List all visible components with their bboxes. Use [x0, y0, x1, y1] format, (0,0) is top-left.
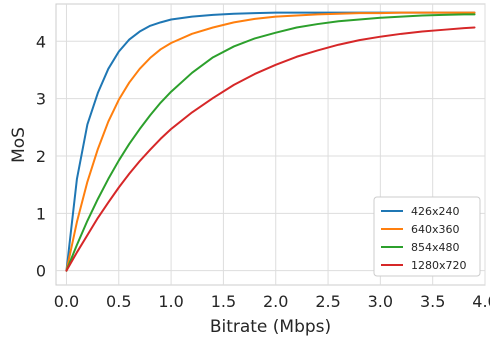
legend-label: 640x360 — [411, 223, 460, 236]
y-axis-label: MoS — [9, 127, 29, 163]
legend-label: 854x480 — [411, 241, 460, 254]
x-tick-label: 0.0 — [54, 292, 79, 311]
series-line-854x480 — [65, 13, 476, 272]
y-tick-label: 4 — [36, 32, 46, 51]
series-line-1280x720 — [65, 26, 476, 272]
x-tick-labels: 0.0 0.5 1.0 1.5 2.0 2.5 3.0 3.5 4.0 — [54, 292, 490, 311]
legend: 426x240 640x360 854x480 1280x720 — [373, 196, 481, 277]
x-axis-label: Bitrate (Mbps) — [210, 317, 331, 337]
legend-label: 426x240 — [411, 205, 460, 218]
x-tick-label: 2.5 — [315, 292, 340, 311]
x-tick-label: 4.0 — [472, 292, 490, 311]
y-tick-label: 0 — [36, 262, 46, 281]
x-tick-label: 3.0 — [368, 292, 393, 311]
x-tick-label: 2.0 — [263, 292, 288, 311]
y-tick-labels: 0 1 2 3 4 — [36, 32, 46, 280]
x-tick-label: 1.5 — [211, 292, 236, 311]
x-tick-label: 3.5 — [420, 292, 445, 311]
series-line-640x360 — [65, 11, 476, 272]
y-tick-label: 3 — [36, 90, 46, 109]
legend-label: 1280x720 — [411, 259, 467, 272]
x-tick-label: 1.0 — [158, 292, 183, 311]
y-tick-label: 2 — [36, 147, 46, 166]
series-lines — [65, 11, 476, 272]
x-tick-label: 0.5 — [106, 292, 131, 311]
legend-box — [373, 196, 481, 277]
y-tick-label: 1 — [36, 204, 46, 223]
